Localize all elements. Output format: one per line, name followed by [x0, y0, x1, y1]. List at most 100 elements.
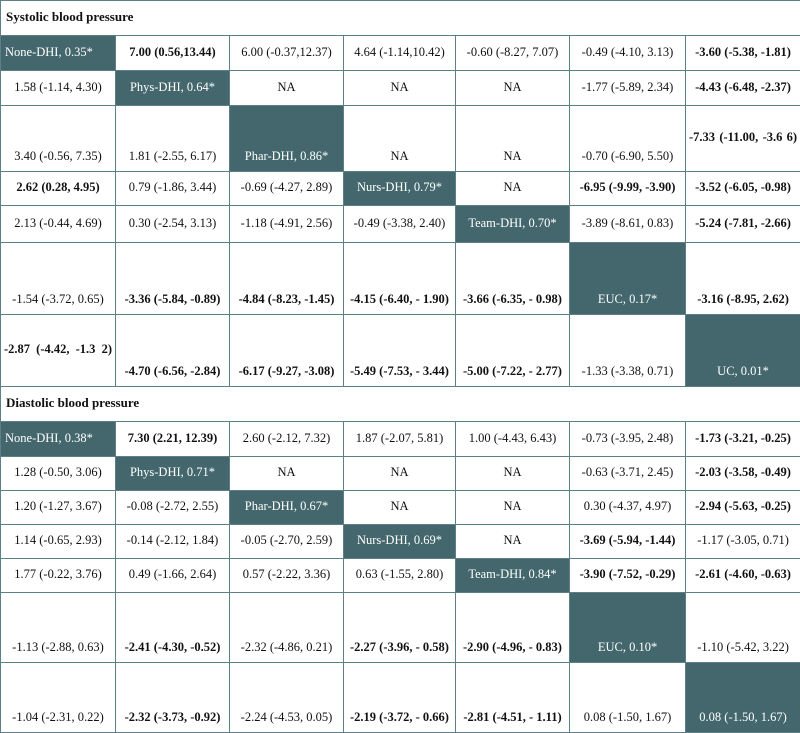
table-cell: -0.69 (-4.27, 2.89): [230, 172, 344, 206]
table-cell: -2.90 (-4.96, - 0.83): [456, 593, 570, 663]
table-cell: NA: [230, 457, 344, 491]
diagonal-cell: EUC, 0.17*: [570, 243, 686, 315]
table-cell: NA: [456, 457, 570, 491]
diagonal-cell: None-DHI, 0.38*: [1, 422, 116, 457]
table-row: -2.87 (-4.42, -1.3 2) -4.70 (-6.56, -2.8…: [1, 315, 800, 387]
diagonal-cell: UC, 0.01*: [686, 315, 800, 387]
table-cell: -0.14 (-2.12, 1.84): [116, 525, 230, 559]
diagonal-cell: None-DHI, 0.35*: [1, 36, 116, 71]
section-title-diastolic: Diastolic blood pressure: [1, 387, 800, 422]
table-cell: 2.62 (0.28, 4.95): [1, 172, 116, 206]
table-cell: -7.33 (-11.00, -3.6 6): [686, 106, 800, 172]
table-cell: -3.69 (-5.94, -1.44): [570, 525, 686, 559]
table-cell: NA: [230, 71, 344, 106]
table-cell: -3.89 (-8.61, 0.83): [570, 206, 686, 243]
table-cell: NA: [344, 71, 456, 106]
diagonal-cell: Phar-DHI, 0.86*: [230, 106, 344, 172]
table-cell: 2.13 (-0.44, 4.69): [1, 206, 116, 243]
table-row: 1.58 (-1.14, 4.30) Phys-DHI, 0.64* NA NA…: [1, 71, 800, 106]
table-cell: -2.41 (-4.30, -0.52): [116, 593, 230, 663]
table-cell: -3.16 (-8.95, 2.62): [686, 243, 800, 315]
table-cell: 1.77 (-0.22, 3.76): [1, 559, 116, 593]
table-cell: -1.33 (-3.38, 0.71): [570, 315, 686, 387]
table-cell: 1.87 (-2.07, 5.81): [344, 422, 456, 457]
table-cell: -3.60 (-5.38, -1.81): [686, 36, 800, 71]
table-cell: 3.40 (-0.56, 7.35): [1, 106, 116, 172]
table-cell: 7.00 (0.56,13.44): [116, 36, 230, 71]
table-cell: 7.30 (2.21, 12.39): [116, 422, 230, 457]
table-row: 1.28 (-0.50, 3.06) Phys-DHI, 0.71* NA NA…: [1, 457, 800, 491]
table-cell: 0.63 (-1.55, 2.80): [344, 559, 456, 593]
table-cell: 1.81 (-2.55, 6.17): [116, 106, 230, 172]
table-row: 3.40 (-0.56, 7.35) 1.81 (-2.55, 6.17) Ph…: [1, 106, 800, 172]
table-row: 1.77 (-0.22, 3.76) 0.49 (-1.66, 2.64) 0.…: [1, 559, 800, 593]
diagonal-cell: Team-DHI, 0.84*: [456, 559, 570, 593]
table-cell: 1.20 (-1.27, 3.67): [1, 491, 116, 525]
table-cell: 2.60 (-2.12, 7.32): [230, 422, 344, 457]
table-cell: -0.70 (-6.90, 5.50): [570, 106, 686, 172]
table-cell: -2.32 (-4.86, 0.21): [230, 593, 344, 663]
table-row: 2.13 (-0.44, 4.69) 0.30 (-2.54, 3.13) -1…: [1, 206, 800, 243]
table-cell: -4.70 (-6.56, -2.84): [116, 315, 230, 387]
table-row: 2.62 (0.28, 4.95) 0.79 (-1.86, 3.44) -0.…: [1, 172, 800, 206]
table-cell: -0.49 (-4.10, 3.13): [570, 36, 686, 71]
table-cell: -1.13 (-2.88, 0.63): [1, 593, 116, 663]
table-cell: -3.66 (-6.35, - 0.98): [456, 243, 570, 315]
table-cell: -2.24 (-4.53, 0.05): [230, 663, 344, 733]
table-cell: 0.08 (-1.50, 1.67): [570, 663, 686, 733]
table-row: -1.13 (-2.88, 0.63) -2.41 (-4.30, -0.52)…: [1, 593, 800, 663]
table-cell: -2.32 (-3.73, -0.92): [116, 663, 230, 733]
diagonal-cell: Nurs-DHI, 0.79*: [344, 172, 456, 206]
table-cell: -5.49 (-7.53, - 3.44): [344, 315, 456, 387]
table-cell: -1.54 (-3.72, 0.65): [1, 243, 116, 315]
table-cell: -3.90 (-7.52, -0.29): [570, 559, 686, 593]
diagonal-cell: Phar-DHI, 0.67*: [230, 491, 344, 525]
table-cell: -4.15 (-6.40, - 1.90): [344, 243, 456, 315]
table-cell: -5.24 (-7.81, -2.66): [686, 206, 800, 243]
table-cell: NA: [456, 172, 570, 206]
table-cell: 1.28 (-0.50, 3.06): [1, 457, 116, 491]
table-cell: -0.05 (-2.70, 2.59): [230, 525, 344, 559]
table-row: 1.14 (-0.65, 2.93) -0.14 (-2.12, 1.84) -…: [1, 525, 800, 559]
table-cell: -3.36 (-5.84, -0.89): [116, 243, 230, 315]
diagonal-cell: 0.08 (-1.50, 1.67): [686, 663, 800, 733]
table-row: -1.04 (-2.31, 0.22) -2.32 (-3.73, -0.92)…: [1, 663, 800, 733]
table-cell: -1.73 (-3.21, -0.25): [686, 422, 800, 457]
table-cell: 1.00 (-4.43, 6.43): [456, 422, 570, 457]
diagonal-cell: EUC, 0.10*: [570, 593, 686, 663]
diagonal-cell: Team-DHI, 0.70*: [456, 206, 570, 243]
section-header-row: Diastolic blood pressure: [1, 387, 800, 422]
table-cell: -4.84 (-8.23, -1.45): [230, 243, 344, 315]
table-row: 1.20 (-1.27, 3.67) -0.08 (-2.72, 2.55) P…: [1, 491, 800, 525]
table-row: None-DHI, 0.35* 7.00 (0.56,13.44) 6.00 (…: [1, 36, 800, 71]
table-cell: -1.04 (-2.31, 0.22): [1, 663, 116, 733]
table-cell: -2.61 (-4.60, -0.63): [686, 559, 800, 593]
table-cell: -6.17 (-9.27, -3.08): [230, 315, 344, 387]
table-cell: -2.94 (-5.63, -0.25): [686, 491, 800, 525]
diagonal-cell: Phys-DHI, 0.71*: [116, 457, 230, 491]
table-cell: 0.30 (-4.37, 4.97): [570, 491, 686, 525]
table-cell: -1.77 (-5.89, 2.34): [570, 71, 686, 106]
table-cell: 0.49 (-1.66, 2.64): [116, 559, 230, 593]
table-cell: -0.49 (-3.38, 2.40): [344, 206, 456, 243]
table-cell: -0.08 (-2.72, 2.55): [116, 491, 230, 525]
table-cell: 1.58 (-1.14, 4.30): [1, 71, 116, 106]
table-cell: NA: [456, 106, 570, 172]
table-cell: 6.00 (-0.37,12.37): [230, 36, 344, 71]
table-cell: -0.73 (-3.95, 2.48): [570, 422, 686, 457]
table-cell: -0.63 (-3.71, 2.45): [570, 457, 686, 491]
section-title-systolic: Systolic blood pressure: [1, 1, 800, 36]
table-cell: NA: [456, 525, 570, 559]
table-cell: 0.57 (-2.22, 3.36): [230, 559, 344, 593]
table-cell: 0.79 (-1.86, 3.44): [116, 172, 230, 206]
table-cell: -6.95 (-9.99, -3.90): [570, 172, 686, 206]
table-cell: -2.87 (-4.42, -1.3 2): [1, 315, 116, 387]
table-cell: -2.27 (-3.96, - 0.58): [344, 593, 456, 663]
table-row: -1.54 (-3.72, 0.65) -3.36 (-5.84, -0.89)…: [1, 243, 800, 315]
table-cell: -5.00 (-7.22, - 2.77): [456, 315, 570, 387]
table-cell: -0.60 (-8.27, 7.07): [456, 36, 570, 71]
diagonal-cell: Phys-DHI, 0.64*: [116, 71, 230, 106]
table-cell: NA: [456, 491, 570, 525]
table-cell: NA: [456, 71, 570, 106]
